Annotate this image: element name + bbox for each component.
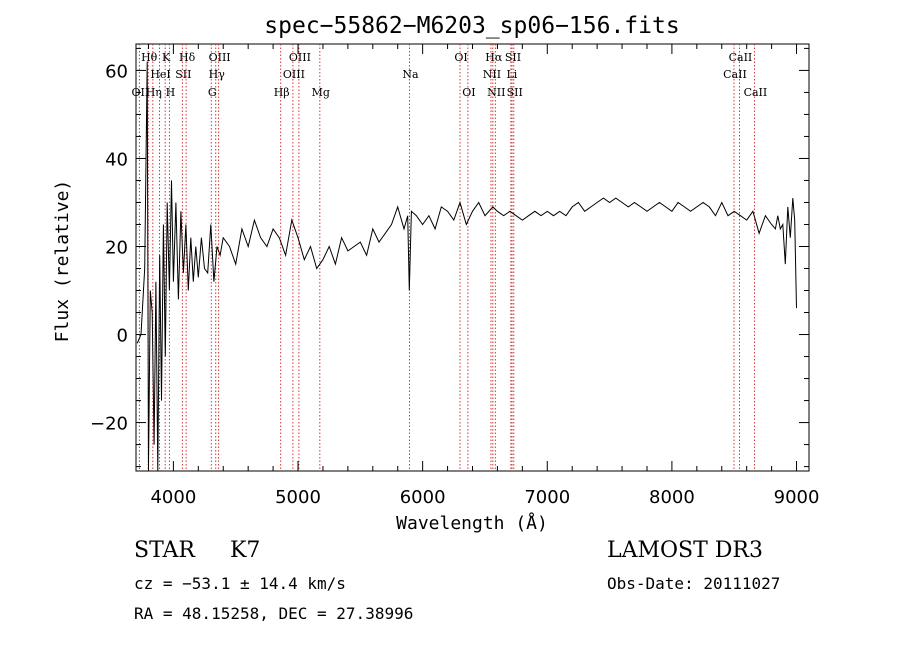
x-axis-label: Wavelength (Å) [396,512,548,534]
x-tick-label: 4000 [150,487,196,508]
line-label-24: CaII [723,68,747,81]
line-label-21: SII [505,51,521,64]
y-tick-label: 60 [105,61,128,82]
object-class-label: STAR [134,538,195,563]
x-tick-label: 8000 [649,487,695,508]
x-tick-label: 5000 [275,487,321,508]
chart-title: spec−55862−M6203_sp06−156.fits [264,13,679,39]
line-label-20: NII [487,86,505,99]
line-label-15: Na [402,68,419,81]
y-axis: −20 0 20 40 60 [90,47,809,468]
observation-date: Obs-Date: 20111027 [607,574,781,593]
spectral-line-labels: OIIHθHηHeIKHSIIHδGHγOIIIHβOIIIOIIIMgNaOI… [132,51,768,99]
flux-line [136,61,797,472]
line-label-11: Hβ [274,86,290,99]
x-tick-label: 7000 [524,487,570,508]
line-label-14: Mg [312,86,330,99]
line-label-5: H [166,86,176,99]
line-label-3: HeI [150,68,170,81]
line-label-17: OI [462,86,475,99]
redshift-readout: cz = −53.1 ± 14.4 km/s [134,574,346,593]
spectral-line-markers [138,44,755,471]
line-label-4: K [162,51,171,64]
line-label-8: G [208,86,217,99]
line-label-25: CaII [729,51,753,64]
line-label-22: Li [506,68,517,81]
x-axis: 4000 5000 6000 7000 8000 9000 [147,44,820,508]
line-label-6: SII [175,68,191,81]
line-label-13: OIII [289,51,311,64]
object-class: STAR K7 [134,538,260,563]
line-label-10: OIII [209,51,231,64]
line-label-9: Hγ [209,68,226,81]
y-axis-label: Flux (relative) [52,180,73,343]
line-label-7: Hδ [179,51,196,64]
coordinates-readout: RA = 48.15258, DEC = 27.38996 [134,604,414,623]
line-label-23: SII [507,86,523,99]
line-label-16: OI [454,51,467,64]
y-tick-label: 40 [105,149,128,170]
object-subclass: K7 [230,538,261,563]
y-tick-label: −20 [90,414,128,435]
line-label-19: Hα [485,51,503,64]
survey-name: LAMOST DR3 [607,538,763,563]
line-label-1: Hθ [141,51,158,64]
line-label-18: NII [483,68,501,81]
line-label-26: CaII [744,86,768,99]
x-tick-label: 6000 [400,487,446,508]
x-tick-label: 9000 [774,487,820,508]
y-tick-label: 0 [117,326,128,347]
line-label-2: Hη [146,86,162,99]
line-label-12: OIII [283,68,305,81]
flux-series [136,61,797,472]
y-tick-label: 20 [105,237,128,258]
